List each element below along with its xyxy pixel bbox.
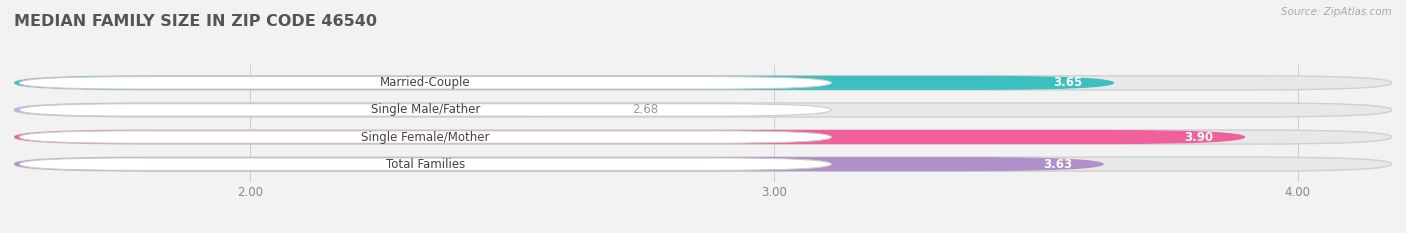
- FancyBboxPatch shape: [14, 130, 1246, 144]
- Text: Married-Couple: Married-Couple: [380, 76, 471, 89]
- Text: Total Families: Total Families: [385, 158, 465, 171]
- FancyBboxPatch shape: [14, 130, 1392, 144]
- Text: MEDIAN FAMILY SIZE IN ZIP CODE 46540: MEDIAN FAMILY SIZE IN ZIP CODE 46540: [14, 14, 377, 29]
- FancyBboxPatch shape: [14, 76, 1392, 90]
- FancyBboxPatch shape: [20, 104, 831, 116]
- Text: 3.65: 3.65: [1053, 76, 1083, 89]
- Text: 3.90: 3.90: [1185, 130, 1213, 144]
- Text: Single Female/Mother: Single Female/Mother: [361, 130, 489, 144]
- FancyBboxPatch shape: [14, 103, 1392, 117]
- Text: 2.68: 2.68: [633, 103, 658, 116]
- Text: Single Male/Father: Single Male/Father: [371, 103, 479, 116]
- Text: Source: ZipAtlas.com: Source: ZipAtlas.com: [1281, 7, 1392, 17]
- FancyBboxPatch shape: [14, 157, 1104, 171]
- FancyBboxPatch shape: [20, 77, 831, 89]
- FancyBboxPatch shape: [20, 131, 831, 143]
- FancyBboxPatch shape: [14, 103, 606, 117]
- FancyBboxPatch shape: [14, 157, 1392, 171]
- FancyBboxPatch shape: [20, 158, 831, 170]
- FancyBboxPatch shape: [14, 76, 1115, 90]
- Text: 3.63: 3.63: [1043, 158, 1073, 171]
